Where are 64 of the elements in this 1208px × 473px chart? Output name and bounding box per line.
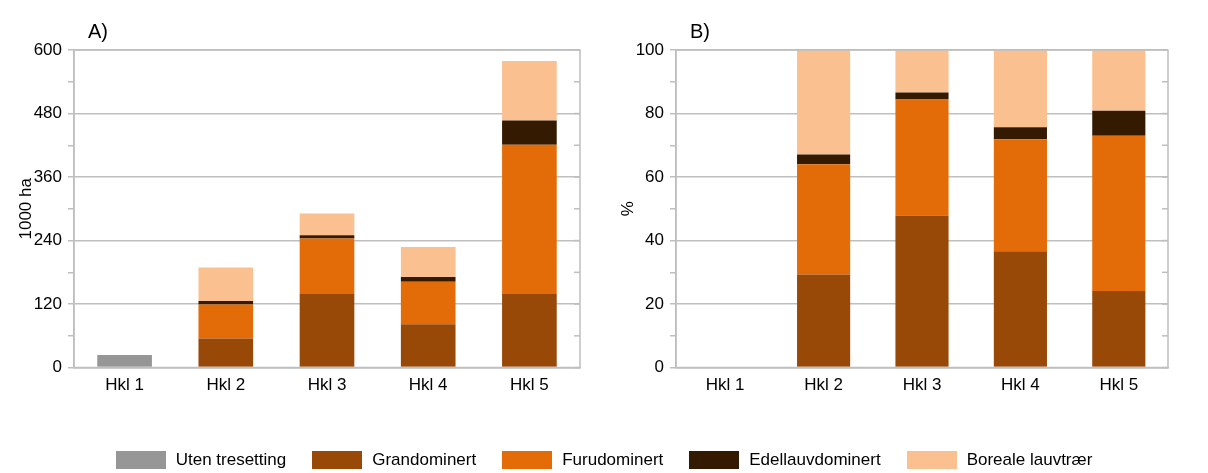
legend-label: Grandominert [372, 450, 477, 470]
bar [502, 294, 557, 367]
bar [400, 324, 456, 367]
bar [993, 251, 1047, 367]
bar [502, 61, 557, 121]
bar [895, 215, 949, 367]
bar [400, 277, 456, 282]
x-tick-label: Hkl 5 [510, 375, 549, 395]
bar [299, 294, 355, 367]
y-axis-title: % [617, 201, 637, 217]
legend-label: Edellauvdominert [749, 450, 881, 470]
bar [198, 267, 254, 301]
bar [198, 300, 254, 305]
x-tick-label: Hkl 2 [206, 375, 246, 395]
bar [895, 99, 949, 216]
y-tick-label: 480 [33, 103, 62, 123]
chart-title: A) [88, 19, 108, 42]
bar [895, 50, 949, 93]
bar [502, 120, 557, 145]
x-tick-label: Hkl 4 [1001, 375, 1040, 395]
legend-label: Uten tresetting [175, 450, 287, 470]
y-tick-label: 40 [645, 230, 664, 250]
y-tick-label: 100 [635, 39, 664, 59]
y-axis-title: 1000 ha [15, 177, 35, 240]
chart-title: B) [690, 19, 710, 42]
bar [299, 213, 355, 236]
bar [299, 235, 355, 239]
bar [400, 281, 456, 325]
y-tick-label: 240 [33, 230, 62, 250]
x-tick-label: Hkl 3 [307, 375, 347, 395]
x-tick-label: Hkl 5 [1099, 375, 1139, 395]
y-tick-label: 60 [645, 166, 664, 186]
x-tick-label: Hkl 2 [804, 375, 843, 395]
y-tick-label: 600 [33, 39, 62, 59]
bar [198, 304, 254, 339]
y-tick-label: 120 [33, 293, 62, 313]
bar [299, 238, 355, 295]
bar [797, 164, 851, 275]
bar [198, 338, 254, 367]
x-tick-label: Hkl 3 [902, 375, 942, 395]
bar [1092, 291, 1146, 367]
bar [400, 246, 456, 278]
y-tick-label: 20 [645, 293, 664, 313]
y-tick-label: 360 [33, 166, 62, 186]
legend-label: Boreale lauvtrær [966, 450, 1093, 470]
bar [993, 50, 1047, 128]
bar [1092, 135, 1146, 292]
y-tick-label: 80 [645, 103, 664, 123]
x-tick-label: Hkl 1 [105, 375, 144, 395]
y-tick-label: 0 [52, 357, 62, 377]
bar [895, 92, 949, 100]
bar [1092, 110, 1146, 136]
y-tick-label: 0 [654, 357, 664, 377]
legend-label: Furudominert [562, 450, 664, 470]
x-tick-label: Hkl 1 [705, 375, 745, 395]
bar [797, 50, 851, 155]
bar [993, 139, 1047, 252]
bar [1092, 50, 1146, 111]
bar [797, 274, 851, 367]
x-tick-label: Hkl 4 [408, 375, 448, 395]
bar [502, 144, 557, 295]
bar [993, 127, 1047, 140]
bar [97, 354, 152, 367]
bar [797, 154, 851, 165]
